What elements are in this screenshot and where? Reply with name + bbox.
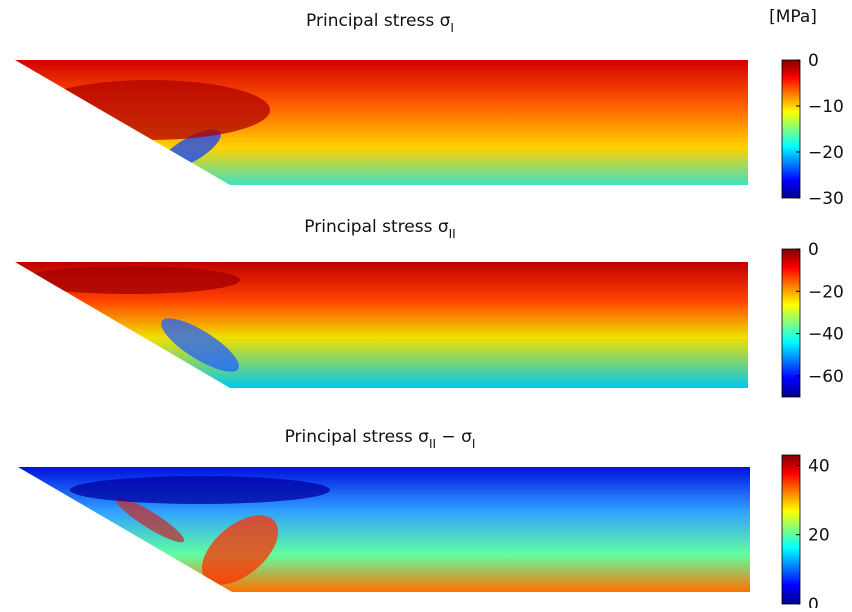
stress-field xyxy=(15,262,748,388)
title-subscript: II xyxy=(429,437,436,451)
subplot: Principal stress σII 0 −20 −40 −60 xyxy=(15,217,844,398)
colorbar-tick-label: −20 xyxy=(808,282,844,302)
field-feature xyxy=(201,515,279,585)
field-feature xyxy=(115,497,185,543)
field-feature xyxy=(70,476,330,504)
field-feature xyxy=(161,318,239,372)
field-feature xyxy=(30,80,270,140)
colorbar-tick-label: 0 xyxy=(808,51,819,71)
colorbar-tick-label: 20 xyxy=(808,526,830,546)
colorbar-tick-label: −20 xyxy=(808,143,844,163)
colorbar xyxy=(781,248,801,398)
subplot-title: Principal stress σI xyxy=(306,11,454,35)
colorbar-tick-label: −60 xyxy=(808,367,844,387)
title-text: Principal stress σ xyxy=(304,217,449,237)
subplot-title: Principal stress σII xyxy=(304,217,455,241)
field-feature xyxy=(20,266,240,294)
stress-field xyxy=(18,467,750,592)
colorbar-tick-label: 40 xyxy=(808,456,830,476)
colorbar-tick-label: −10 xyxy=(808,97,844,117)
title-text: Principal stress σ xyxy=(285,427,430,447)
title-subscript: I xyxy=(472,437,476,451)
subplot: Principal stress σII − σI 0 20 40 xyxy=(18,427,830,612)
colorbar-label: [MPa] xyxy=(769,7,817,27)
title-text: Principal stress σ xyxy=(306,11,451,31)
title-subscript: I xyxy=(450,21,454,35)
colorbar-tick-label: −30 xyxy=(808,189,844,209)
colorbar xyxy=(781,59,801,199)
colorbar-tick-label: −40 xyxy=(808,325,844,345)
colorbar-tick-label: 0 xyxy=(808,240,819,260)
subplot: Principal stress σI [MPa] 0 −10 −20 −30 xyxy=(15,7,844,209)
colorbar-tick-label: 0 xyxy=(808,595,819,608)
title-subscript: II xyxy=(449,227,456,241)
subplot-title: Principal stress σII − σI xyxy=(285,427,476,451)
colorbar xyxy=(781,454,801,605)
title-text: − σ xyxy=(436,427,472,447)
stress-field xyxy=(15,60,748,185)
